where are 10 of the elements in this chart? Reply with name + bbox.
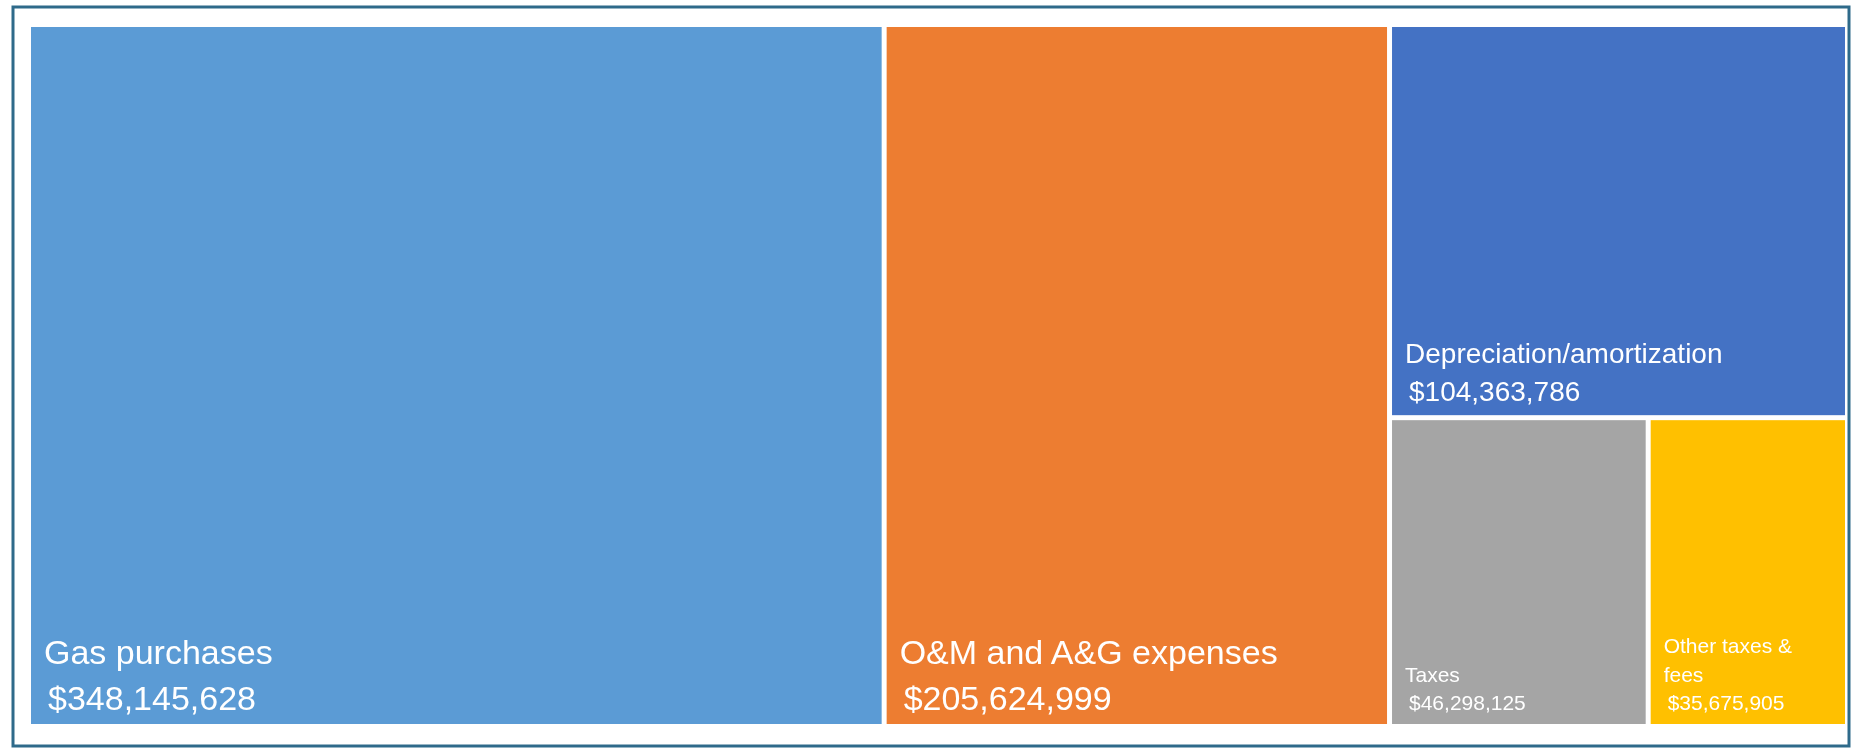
category-label: Gas purchases [44,633,273,672]
category-label: Depreciation/amortization [1405,338,1723,370]
data-label: $46,298,125 [1409,691,1526,714]
category-label: O&M and A&G expenses [899,633,1278,672]
data-label: $35,675,905 [1667,691,1785,714]
category-label: Taxes [1405,662,1460,686]
data-label: $205,624,999 [903,679,1112,717]
data-label: $348,145,628 [48,679,256,717]
category-label: Other taxes & fees [1663,634,1793,686]
data-label: $104,363,786 [1409,376,1581,408]
